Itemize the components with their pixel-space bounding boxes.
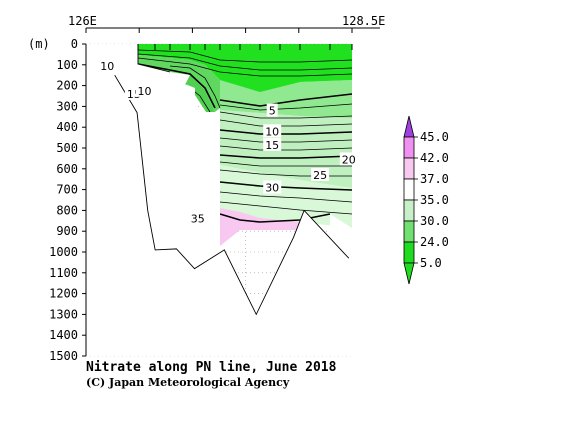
y-tick-label: 1300: [49, 307, 78, 321]
contour-label: 10: [265, 125, 279, 138]
contour-label: 10: [100, 60, 114, 73]
y-tick-label: 500: [56, 141, 78, 155]
contour-line: [219, 201, 353, 215]
y-tick-label: 1400: [49, 328, 78, 342]
no-data-right: [330, 214, 352, 356]
bottom-profile-line: [114, 74, 350, 316]
y-tick-label: 1100: [49, 266, 78, 280]
fill-5-24: [138, 44, 352, 92]
contour-label: 20: [342, 153, 356, 166]
contour-label-bg: [311, 168, 330, 182]
colorbar-segment: [403, 136, 415, 159]
colorbar-label: 45.0: [420, 130, 449, 144]
colorbar-segment: [403, 220, 415, 243]
contour-label-bg: [263, 124, 282, 138]
contour-line: [137, 49, 353, 63]
colorbar-top-triangle: [403, 115, 415, 138]
contour-line: [137, 57, 353, 77]
fill-trough-upper: [185, 75, 215, 112]
y-tick-label: 300: [56, 99, 78, 113]
y-tick-label: 600: [56, 162, 78, 176]
slope-mask: [195, 108, 220, 356]
colorbar-bottom-triangle: [403, 262, 415, 285]
shelf-mask: [138, 64, 195, 356]
contour-line: [169, 65, 221, 109]
contour-label-bg: [98, 58, 117, 72]
colorbar-segment: [403, 199, 415, 222]
y-tick-label: 400: [56, 120, 78, 134]
contour-label-bg: [339, 152, 358, 166]
seafloor-region: [86, 44, 352, 356]
colorbar-label: 35.0: [420, 193, 449, 207]
colorbar-label: 30.0: [420, 214, 449, 228]
contour-label: 30: [265, 182, 279, 195]
contour-label-bg: [263, 137, 282, 151]
colorbar-segment: [403, 241, 415, 264]
contour-label: 25: [313, 169, 327, 182]
contour-label-bg: [135, 83, 154, 97]
y-tick-label: 800: [56, 203, 78, 217]
y-tick-label: 1500: [49, 349, 78, 363]
contour-line: [219, 103, 353, 111]
contour-line: [137, 53, 353, 71]
colorbar-label: 37.0: [420, 172, 449, 186]
y-tick-label: 100: [56, 58, 78, 72]
contour-label: 35: [191, 213, 205, 226]
contour-label: 10: [138, 85, 152, 98]
contour-label-bg: [188, 211, 207, 225]
contour-line: [137, 63, 216, 109]
contour-label: 15: [265, 139, 279, 152]
chart-title: Nitrate along PN line, June 2018: [86, 360, 337, 375]
contour-label-bg: [263, 180, 282, 194]
y-tick-label: 1200: [49, 287, 78, 301]
y-tick-label: 0: [71, 37, 78, 51]
contour-line: [219, 154, 353, 159]
contour-line: [219, 161, 352, 167]
contour-line: [219, 93, 353, 107]
colorbar-legend: 45.0 42.0 37.0 35.0 30.0 24.0 5.0: [403, 115, 449, 285]
fill-shelf: [138, 55, 220, 112]
colorbar-segment: [403, 157, 415, 180]
y-axis-label: (m): [28, 37, 50, 51]
credit-text: (C) Japan Meteorological Agency: [86, 376, 290, 389]
fill-30-35: [220, 165, 352, 228]
y-tick-label: 200: [56, 79, 78, 93]
shelf-edge-line: [137, 44, 171, 73]
colorbar-label: 42.0: [420, 151, 449, 165]
colorbar-segment: [403, 178, 415, 201]
y-tick-label: 700: [56, 183, 78, 197]
x-tick-label-left: 126E: [68, 14, 97, 28]
contour-line: [219, 111, 353, 119]
colorbar-label: 24.0: [420, 235, 449, 249]
contour-line: [219, 191, 353, 203]
fill-35-37: [220, 208, 300, 246]
contour-label: 5: [269, 105, 276, 118]
y-tick-label: 900: [56, 224, 78, 238]
colorbar-label: 5.0: [420, 256, 442, 270]
x-tick-label-right: 128.5E: [342, 14, 385, 28]
y-tick-label: 1000: [49, 245, 78, 259]
contour-label-bg: [266, 103, 278, 117]
axes: 0 100 200 300 400 500 600 700 800 900 1000 1100 1200…: [49, 27, 380, 363]
